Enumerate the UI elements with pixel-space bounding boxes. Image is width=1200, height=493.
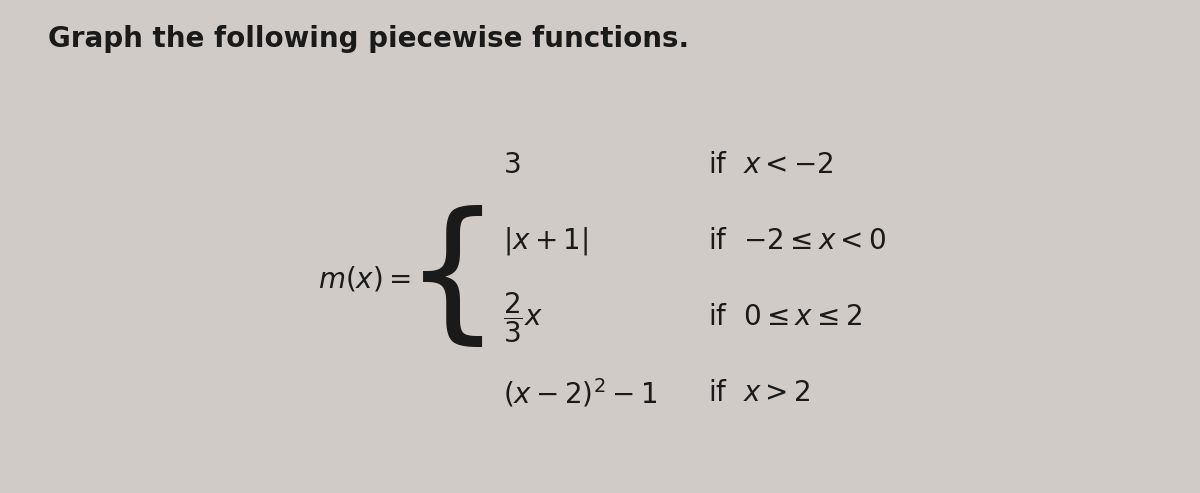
Text: $3$: $3$ [504, 151, 521, 179]
Text: $(x - 2)^{2} - 1$: $(x - 2)^{2} - 1$ [504, 377, 658, 410]
Text: Graph the following piecewise functions.: Graph the following piecewise functions. [48, 25, 689, 53]
Text: if  $x > 2$: if $x > 2$ [708, 379, 810, 407]
Text: $|x + 1|$: $|x + 1|$ [504, 225, 589, 257]
Text: if  $x < -2$: if $x < -2$ [708, 151, 834, 179]
Text: $m(x) =$: $m(x) =$ [318, 265, 410, 294]
Text: if  $0 \leq x \leq 2$: if $0 \leq x \leq 2$ [708, 303, 863, 331]
Text: $\{$: $\{$ [403, 205, 482, 354]
Text: $\dfrac{2}{3}x$: $\dfrac{2}{3}x$ [504, 290, 544, 345]
Text: if  $-2 \leq x < 0$: if $-2 \leq x < 0$ [708, 227, 887, 255]
